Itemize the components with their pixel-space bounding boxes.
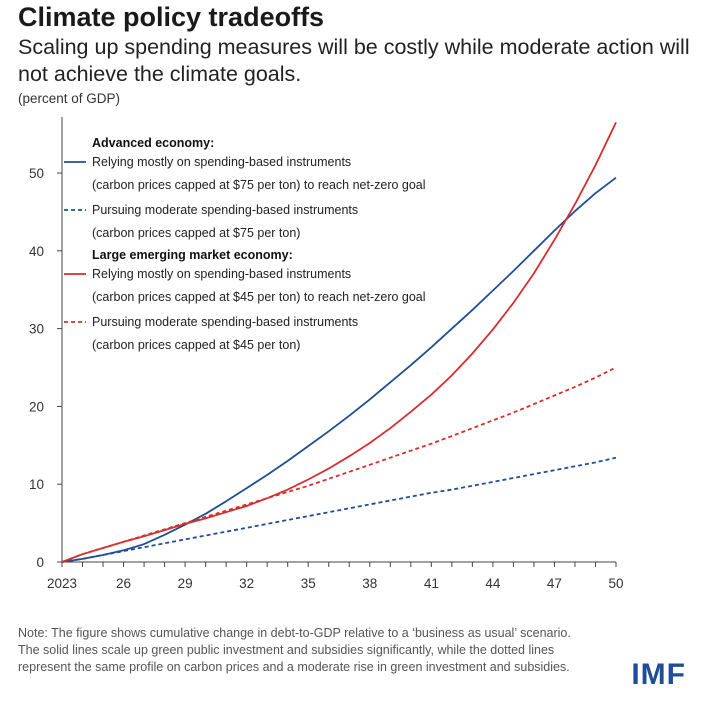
y-tick-label: 30 bbox=[29, 322, 44, 337]
legend-entry-line1: Relying mostly on spending-based instrum… bbox=[92, 155, 351, 169]
x-tick-label: 35 bbox=[301, 576, 316, 591]
footnote: Note: The figure shows cumulative change… bbox=[18, 626, 571, 674]
line-chart: 0 10 20 30 40 50 2023 26 29 32 35 38 41 44 47 50 Advanc… bbox=[29, 117, 624, 591]
x-tick-label: 32 bbox=[239, 576, 254, 591]
series-line-3 bbox=[61, 122, 617, 563]
legend-entry-line1: Pursuing moderate spending-based instrum… bbox=[92, 203, 358, 217]
y-tick-label: 20 bbox=[29, 399, 44, 414]
legend-entry-line2: (carbon prices capped at $45 per ton) bbox=[92, 338, 300, 352]
x-tick-label: 41 bbox=[424, 576, 439, 591]
legend-entry-line2: (carbon prices capped at $45 per ton) to… bbox=[92, 290, 426, 304]
legend-entry-line1: Relying mostly on spending-based instrum… bbox=[92, 267, 351, 281]
x-tick-label: 2023 bbox=[47, 576, 77, 591]
y-tick-label: 50 bbox=[29, 166, 44, 181]
legend-heading-1: Advanced economy: bbox=[92, 136, 214, 150]
x-tick-label: 47 bbox=[547, 576, 562, 591]
chart-title: Climate policy tradeoffs bbox=[18, 2, 325, 32]
legend-heading-2: Large emerging market economy: bbox=[92, 248, 293, 262]
y-tick-label: 0 bbox=[36, 555, 44, 570]
legend: Advanced economy: Relying mostly on spend… bbox=[64, 136, 426, 352]
axes: 0 10 20 30 40 50 2023 26 29 32 35 38 41 44 47 50 bbox=[29, 117, 624, 591]
x-tick-label: 38 bbox=[362, 576, 377, 591]
legend-entry-line2: (carbon prices capped at $75 per ton) bbox=[92, 226, 300, 240]
y-tick-label: 10 bbox=[29, 477, 44, 492]
legend-entry-line2: (carbon prices capped at $75 per ton) to… bbox=[92, 178, 426, 192]
imf-logo: IMF bbox=[631, 658, 686, 691]
unit-label: (percent of GDP) bbox=[18, 91, 121, 106]
legend-entry-line1: Pursuing moderate spending-based instrum… bbox=[92, 315, 358, 329]
series-layer bbox=[61, 122, 617, 563]
x-tick-label: 50 bbox=[608, 576, 623, 591]
x-tick-label: 29 bbox=[178, 576, 193, 591]
x-tick-label: 44 bbox=[485, 576, 501, 591]
x-tick-label: 26 bbox=[116, 576, 131, 591]
y-tick-label: 40 bbox=[29, 244, 44, 259]
chart-subtitle: Scaling up spending measures will be cos… bbox=[18, 35, 690, 86]
series-line-4 bbox=[61, 366, 617, 563]
series-line-2 bbox=[61, 456, 617, 563]
series-line-1 bbox=[61, 176, 617, 563]
